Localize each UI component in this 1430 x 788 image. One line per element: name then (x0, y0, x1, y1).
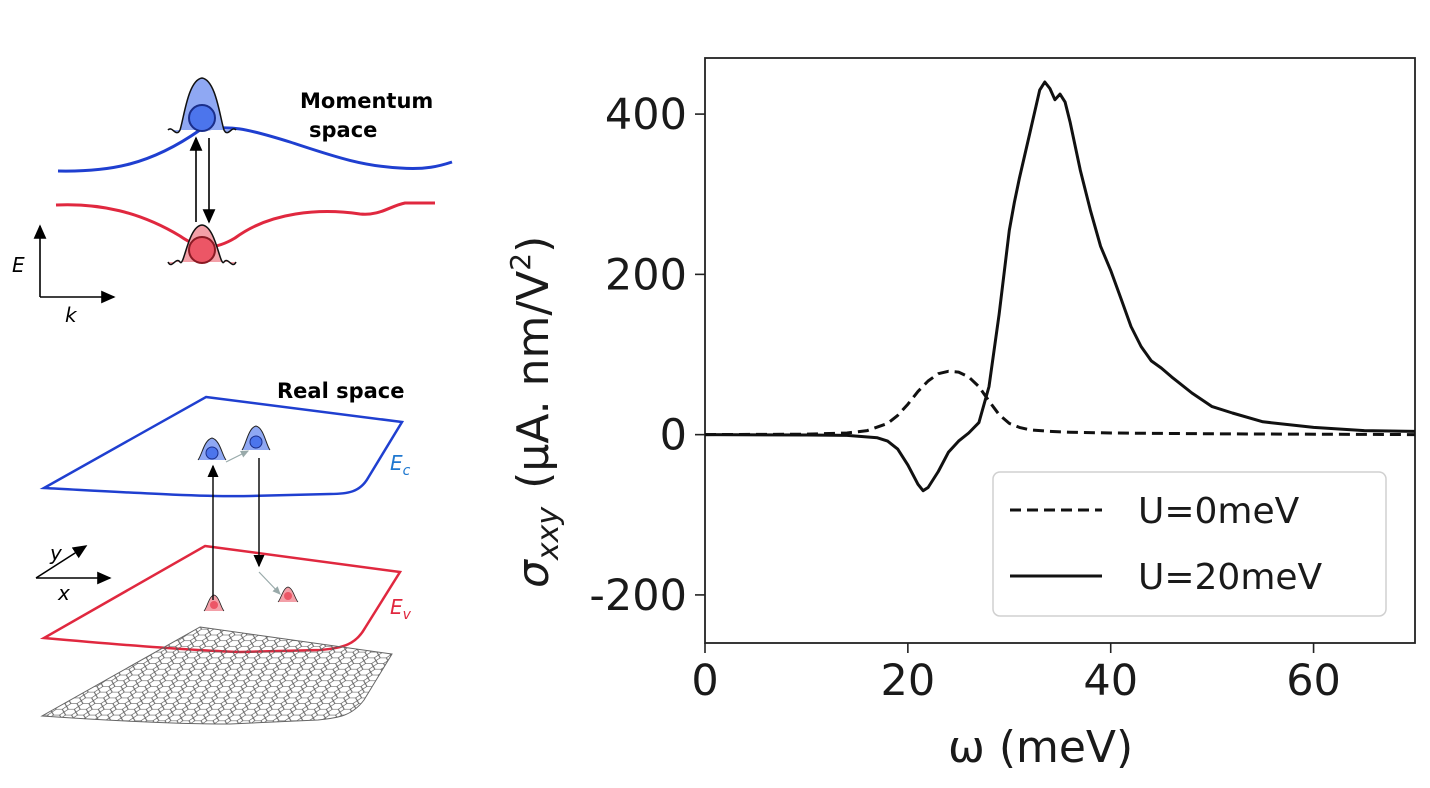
x-tick-label: 60 (1286, 656, 1341, 706)
valence-plane-label: Ev (390, 595, 412, 623)
momentum-label: Momentum (300, 89, 433, 113)
hole-wavepacket-icon (167, 224, 237, 266)
graphene-lattice (40, 626, 393, 725)
y-ticks: -200 0 200 400 (589, 90, 705, 621)
band-schematic: Momentum space E k Real space Ec Ev (12, 77, 453, 725)
legend-label-u0: U=0meV (1138, 491, 1300, 532)
x-axis-title: ω (meV) (948, 722, 1133, 773)
momentum-space-label: space (309, 118, 377, 142)
conduction-band-curve (57, 126, 453, 173)
y-tick-label: -200 (589, 571, 687, 621)
legend-label-u20: U=20meV (1138, 557, 1323, 598)
electron-packet-icon-2 (241, 425, 271, 451)
hole-packet-icon (203, 594, 225, 612)
y-tick-label: 0 (660, 411, 687, 461)
conduction-plane (39, 395, 405, 498)
y-axis-label: y (49, 541, 63, 565)
hole-packet-icon-2 (277, 586, 299, 603)
series-layer (704, 80, 1416, 493)
x-tick-label: 40 (1083, 656, 1138, 706)
electron-packet-icon (197, 437, 227, 461)
energy-axis-label: E (12, 253, 25, 277)
x-tick-label: 0 (691, 656, 718, 706)
legend: U=0meV U=20meV (992, 471, 1387, 617)
real-space-label: Real space (277, 379, 405, 403)
k-axis-label: k (65, 303, 78, 327)
x-axis-label: x (57, 581, 70, 605)
drift-arrow-bottom (258, 571, 281, 595)
series-line-u0 (704, 369, 1416, 437)
electron-wavepacket-icon (167, 77, 237, 134)
drift-arrow-top (225, 450, 250, 463)
x-tick-label: 20 (880, 656, 935, 706)
y-tick-label: 400 (605, 90, 687, 140)
x-ticks: 0 20 40 60 (691, 643, 1341, 706)
conduction-plane-label: Ec (390, 451, 411, 479)
y-tick-label: 200 (605, 250, 687, 300)
plot-frame (704, 57, 1416, 644)
valence-band-curve (55, 201, 435, 249)
y-axis-arrow (35, 545, 88, 579)
y-axis-title: σxxy(μA. nm/V2) (504, 236, 566, 588)
series-line-u20 (704, 80, 1416, 493)
